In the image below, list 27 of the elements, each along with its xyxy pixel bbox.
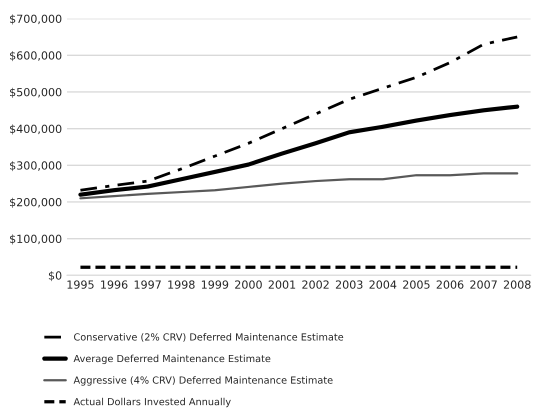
x-tick-label: 2000 <box>235 280 262 289</box>
x-tick-label: 2001 <box>268 280 296 289</box>
y-tick-label: $200,000 <box>10 198 62 208</box>
y-tick-label: $300,000 <box>10 161 62 172</box>
legend-label: Aggressive (4% CRV) Deferred Maintenance Estimate <box>74 376 333 386</box>
y-tick-label: $600,000 <box>10 51 62 62</box>
x-tick-label: 2006 <box>436 280 464 289</box>
y-tick-label: $0 <box>48 271 62 282</box>
x-tick-label: 1996 <box>101 280 128 289</box>
legend-label: Actual Dollars Invested Annually <box>74 398 231 408</box>
x-tick-label: 2003 <box>336 280 362 289</box>
x-tick-label: 2005 <box>403 280 430 289</box>
line-series <box>79 172 518 200</box>
x-tick-label: 1995 <box>68 280 94 289</box>
x-tick-label: 1998 <box>168 280 195 289</box>
legend-label: Conservative (2% CRV) Deferred Maintenance Estimate <box>74 333 344 342</box>
x-tick-label: 2008 <box>504 280 531 289</box>
y-tick-label: $700,000 <box>10 14 62 24</box>
x-tick-label: 1997 <box>134 280 161 289</box>
x-tick-label: 2002 <box>302 280 329 289</box>
y-tick-label: $400,000 <box>10 124 62 134</box>
legend-label: Average Deferred Maintenance Estimate <box>74 354 270 364</box>
y-tick-label: $500,000 <box>10 88 62 98</box>
x-tick-label: 2007 <box>470 280 497 289</box>
x-tick-label: 1999 <box>202 280 228 289</box>
x-tick-label: 2004 <box>369 280 396 289</box>
y-tick-label: $100,000 <box>10 234 62 244</box>
